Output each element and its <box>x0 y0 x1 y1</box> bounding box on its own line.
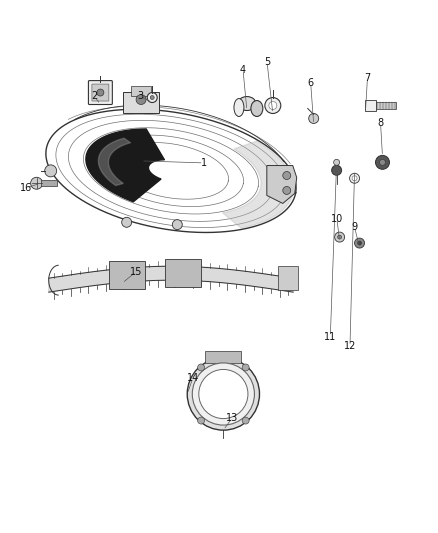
Polygon shape <box>49 266 293 292</box>
Circle shape <box>352 176 357 181</box>
Circle shape <box>199 369 248 418</box>
Circle shape <box>338 235 342 239</box>
Bar <box>131 86 151 95</box>
Circle shape <box>45 165 57 177</box>
Circle shape <box>147 93 157 102</box>
Bar <box>109 261 145 289</box>
Circle shape <box>136 94 146 104</box>
Bar <box>278 266 298 290</box>
Text: 13: 13 <box>226 413 238 423</box>
Circle shape <box>187 358 259 430</box>
FancyBboxPatch shape <box>88 80 112 104</box>
Circle shape <box>379 159 385 165</box>
Text: 5: 5 <box>264 57 270 67</box>
Bar <box>205 351 241 364</box>
Text: 10: 10 <box>331 214 343 224</box>
Circle shape <box>269 101 277 109</box>
Circle shape <box>198 364 205 371</box>
Polygon shape <box>99 138 131 185</box>
Ellipse shape <box>251 101 263 117</box>
Ellipse shape <box>234 99 244 117</box>
Text: 9: 9 <box>351 222 357 232</box>
Bar <box>123 92 159 114</box>
Circle shape <box>283 187 291 195</box>
Text: 7: 7 <box>364 73 371 83</box>
Circle shape <box>283 172 291 180</box>
Circle shape <box>375 155 389 169</box>
Polygon shape <box>267 166 297 204</box>
Text: 14: 14 <box>187 373 199 383</box>
Circle shape <box>242 364 249 371</box>
Text: 15: 15 <box>130 267 142 277</box>
Circle shape <box>122 217 132 227</box>
Circle shape <box>332 165 342 175</box>
Text: 4: 4 <box>240 65 246 75</box>
Polygon shape <box>86 129 164 202</box>
Bar <box>364 100 377 111</box>
Text: 12: 12 <box>344 341 356 351</box>
Circle shape <box>31 177 42 189</box>
Circle shape <box>172 220 182 230</box>
Circle shape <box>334 159 339 165</box>
Bar <box>194 376 252 412</box>
Circle shape <box>198 417 205 424</box>
Polygon shape <box>223 141 293 228</box>
Bar <box>41 180 57 186</box>
Text: 6: 6 <box>307 78 314 88</box>
Text: 11: 11 <box>324 332 336 342</box>
Text: 2: 2 <box>92 92 98 101</box>
Circle shape <box>265 98 281 114</box>
Text: 3: 3 <box>138 92 144 101</box>
Ellipse shape <box>238 96 256 110</box>
Text: 16: 16 <box>20 183 32 193</box>
FancyBboxPatch shape <box>92 84 109 101</box>
Bar <box>374 101 396 109</box>
Text: 1: 1 <box>201 158 207 168</box>
Circle shape <box>309 114 319 124</box>
Circle shape <box>357 241 361 245</box>
Circle shape <box>150 95 154 100</box>
Bar <box>165 260 201 287</box>
Circle shape <box>350 173 360 183</box>
Circle shape <box>355 238 364 248</box>
Circle shape <box>242 417 249 424</box>
Circle shape <box>335 232 345 242</box>
Text: 8: 8 <box>378 118 384 128</box>
Circle shape <box>97 89 104 96</box>
Circle shape <box>192 363 254 425</box>
